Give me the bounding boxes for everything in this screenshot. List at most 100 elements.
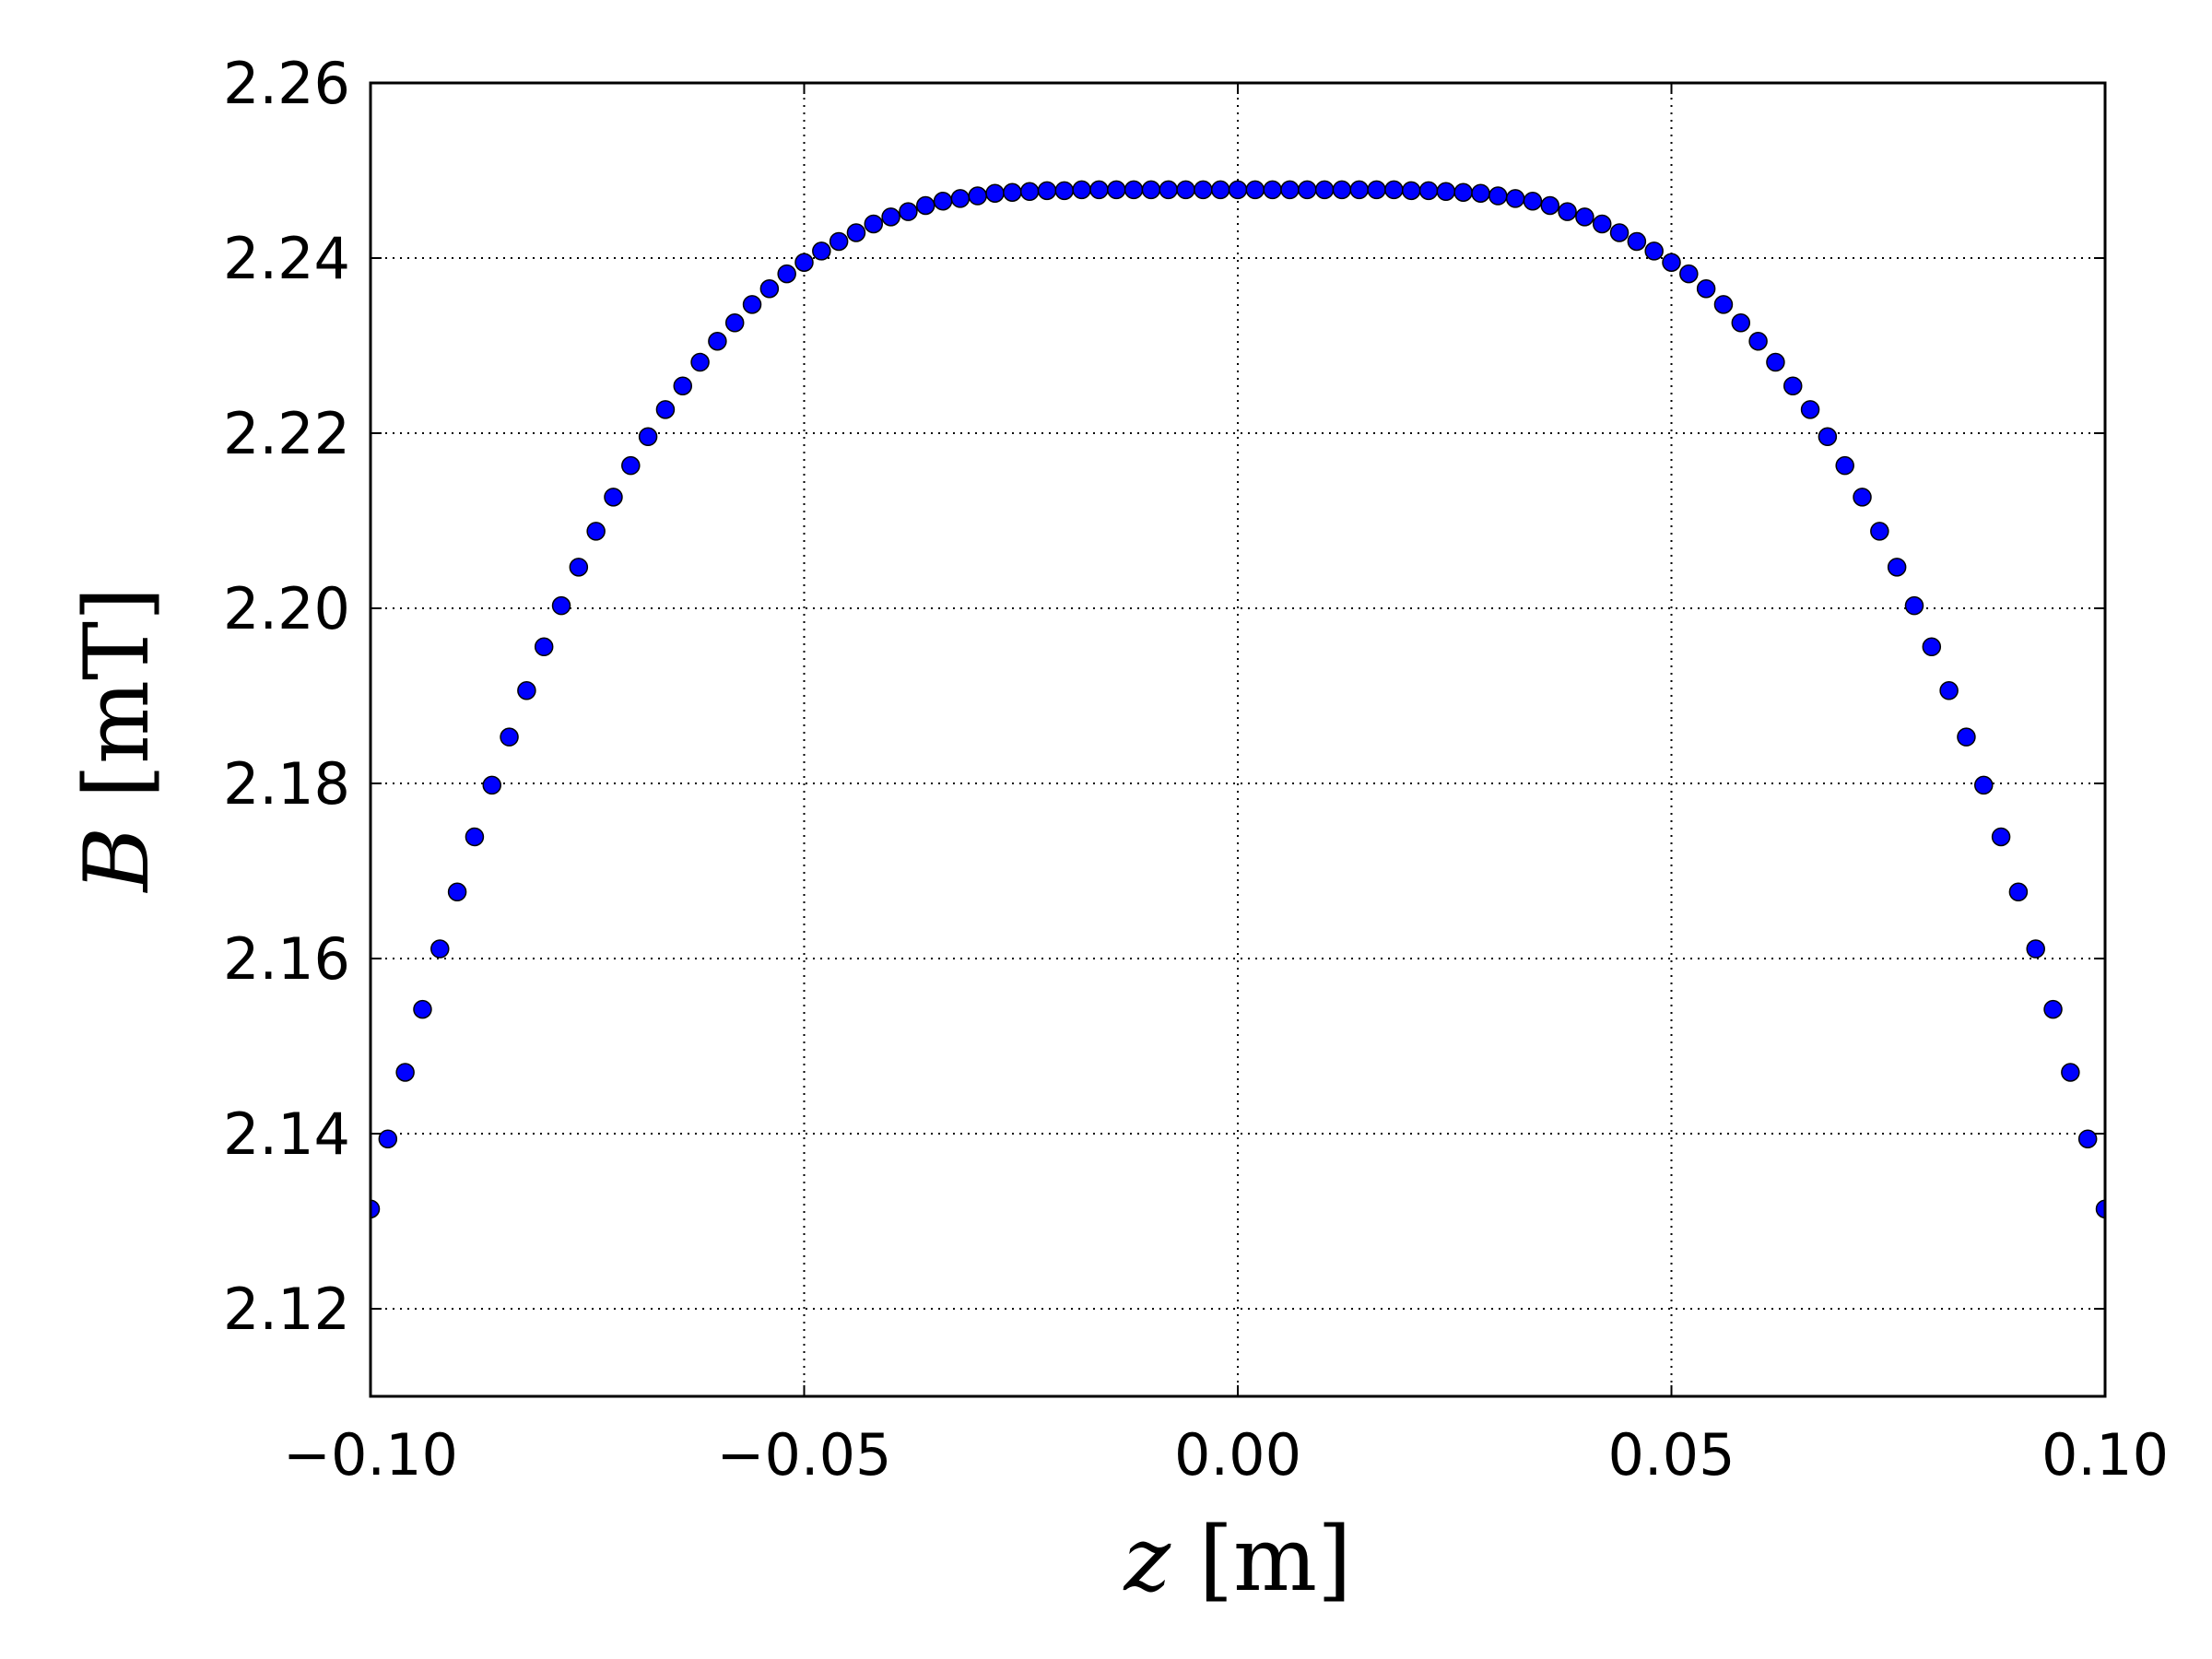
point — [1731, 313, 1751, 333]
point — [1384, 180, 1404, 200]
point — [1367, 180, 1386, 200]
point — [1003, 182, 1022, 202]
point — [1713, 295, 1734, 314]
point — [1089, 180, 1109, 200]
point — [1228, 180, 1248, 200]
point — [1835, 455, 1854, 476]
point — [1679, 264, 1699, 284]
point — [1991, 827, 2011, 847]
point — [881, 207, 900, 227]
point — [1124, 180, 1144, 200]
point — [690, 352, 710, 372]
point — [1401, 181, 1421, 201]
point — [430, 939, 450, 959]
point — [1748, 332, 1768, 351]
x-tick-label: −0.05 — [717, 1421, 892, 1488]
point — [638, 427, 658, 447]
point — [777, 264, 796, 284]
point — [1436, 182, 1456, 202]
point — [2026, 939, 2045, 959]
point — [517, 681, 536, 700]
point — [812, 241, 831, 261]
point — [447, 882, 467, 902]
point — [1176, 180, 1195, 200]
point — [1159, 180, 1178, 200]
y-tick-label: 2.18 — [223, 750, 350, 818]
point — [1575, 207, 1594, 227]
point — [1263, 180, 1282, 200]
point — [621, 455, 641, 476]
point — [1922, 637, 1942, 657]
point — [1662, 253, 1681, 272]
y-tick-label: 2.12 — [223, 1276, 350, 1343]
point — [1766, 352, 1785, 372]
point — [500, 727, 519, 747]
point — [2043, 999, 2063, 1019]
point — [1853, 488, 1872, 507]
point — [846, 223, 866, 242]
y-axis-label: B [mT] — [65, 586, 169, 893]
y-tick-label: 2.14 — [223, 1100, 350, 1168]
y-tick-label: 2.22 — [223, 400, 350, 467]
point — [1298, 180, 1317, 200]
point — [1644, 241, 1664, 261]
point — [1037, 181, 1057, 201]
point — [413, 999, 432, 1019]
point — [482, 775, 501, 795]
point — [2077, 1129, 2098, 1148]
point — [950, 189, 971, 208]
point — [534, 637, 554, 657]
point — [465, 827, 485, 847]
point — [1314, 180, 1335, 200]
point — [1141, 180, 1161, 200]
point — [1418, 181, 1439, 201]
x-tick-label: 0.10 — [2041, 1421, 2169, 1488]
point — [759, 279, 780, 299]
point — [1280, 180, 1300, 200]
point — [1870, 522, 1889, 541]
point — [655, 400, 676, 419]
point — [1558, 202, 1577, 221]
point — [1609, 223, 1630, 242]
point — [1818, 427, 1838, 447]
point — [864, 214, 884, 234]
points — [371, 180, 2105, 1218]
point — [1210, 180, 1230, 200]
point — [1887, 558, 1907, 577]
point — [1054, 181, 1075, 201]
grid — [370, 82, 2106, 1396]
point — [899, 202, 918, 221]
point — [1107, 180, 1126, 200]
point — [1627, 231, 1647, 252]
x-tick-label: 0.05 — [1607, 1421, 1735, 1488]
point — [586, 522, 606, 541]
point — [1957, 727, 1976, 747]
point — [2095, 1199, 2105, 1218]
point — [1939, 681, 1959, 700]
point — [1540, 195, 1560, 216]
point — [569, 558, 589, 577]
point — [1332, 180, 1352, 200]
point — [1904, 595, 1924, 616]
point — [708, 332, 727, 351]
point — [551, 595, 571, 616]
point — [1471, 183, 1490, 203]
point — [829, 231, 849, 252]
point — [985, 183, 1005, 203]
point — [1974, 775, 1994, 795]
y-tick-label: 2.16 — [223, 925, 350, 993]
point — [915, 195, 935, 216]
point — [1696, 279, 1716, 299]
point — [968, 186, 987, 206]
point — [673, 376, 693, 395]
y-tick-label: 2.24 — [223, 225, 350, 292]
y-tick-label: 2.20 — [223, 575, 350, 642]
point — [1592, 214, 1612, 234]
x-tick-label: −0.10 — [283, 1421, 458, 1488]
point — [1072, 180, 1091, 200]
point — [395, 1063, 415, 1082]
point — [1245, 180, 1265, 200]
point — [604, 488, 623, 507]
point — [1488, 186, 1508, 206]
